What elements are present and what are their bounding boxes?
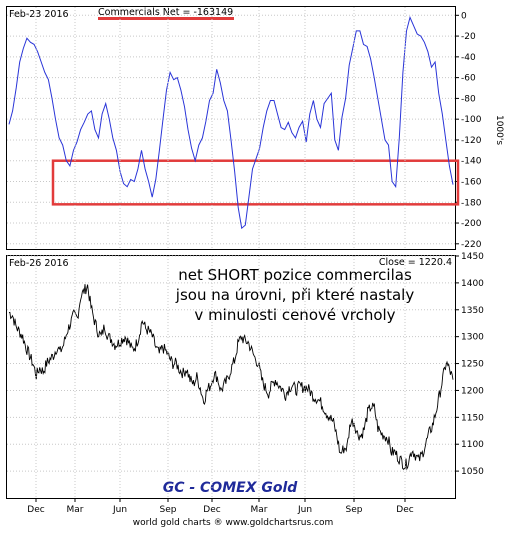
commercials-net-line <box>8 15 454 230</box>
bottom-y-tick-label: 1400 <box>461 279 484 289</box>
x-tick-label: Dec <box>27 505 44 515</box>
top-panel-frame <box>6 6 456 250</box>
bottom-y-tick-label: 1250 <box>461 360 484 370</box>
x-tick-label: Dec <box>203 505 220 515</box>
x-tick-label: Sep <box>160 505 177 515</box>
gold-price-line <box>8 284 454 471</box>
top-y-tick-label: -120 <box>461 136 482 146</box>
top-y-tick-label: -220 <box>461 240 482 250</box>
x-tick-label: Jun <box>112 505 127 515</box>
bottom-y-tick-label: 1450 <box>461 252 484 262</box>
bottom-y-tick-label: 1350 <box>461 306 484 316</box>
top-series-label: Commercials Net = -163149 <box>98 7 233 18</box>
top-y-tick-label: -160 <box>461 177 482 187</box>
bottom-header-date: Feb-26 2016 <box>9 258 69 269</box>
annotation-line-3: v minulosti cenové vrcholy <box>194 306 395 324</box>
top-header-date: Feb-23 2016 <box>9 9 69 20</box>
top-y-tick-label: -20 <box>461 32 476 42</box>
top-y-axis-label: 1000's <box>494 115 504 145</box>
annotation-line-1: net SHORT pozice commercilas <box>178 266 412 284</box>
top-y-tick-label: -200 <box>461 219 482 229</box>
top-y-tick-label: -80 <box>461 94 476 104</box>
bottom-y-tick-label: 1150 <box>461 413 484 423</box>
x-tick-label: Mar <box>251 505 268 515</box>
bottom-y-tick-label: 1050 <box>461 467 484 477</box>
bottom-y-tick-label: 1300 <box>461 333 484 343</box>
bottom-close-label: Close = 1220.4 <box>379 257 452 268</box>
top-y-tick-label: -60 <box>461 74 476 84</box>
x-tick-label: Sep <box>346 505 363 515</box>
top-y-tick-label: -140 <box>461 157 482 167</box>
x-tick-label: Dec <box>396 505 413 515</box>
footer-credit: world gold charts ® www.goldchartsrus.co… <box>133 518 334 528</box>
bottom-y-tick-label: 1200 <box>461 386 484 396</box>
annotation-line-2: jsou na úrovni, při které nastaly <box>175 286 415 304</box>
legend-label: GC - COMEX Gold <box>163 480 299 496</box>
top-y-tick-label: -180 <box>461 198 482 208</box>
top-series-underline <box>98 17 234 20</box>
top-y-tick-label: 0 <box>461 11 467 21</box>
x-tick-label: Jun <box>297 505 312 515</box>
top-y-tick-label: -40 <box>461 53 476 63</box>
x-tick-label: Mar <box>67 505 84 515</box>
bottom-y-tick-label: 1100 <box>461 440 484 450</box>
top-y-tick-label: -100 <box>461 115 482 125</box>
